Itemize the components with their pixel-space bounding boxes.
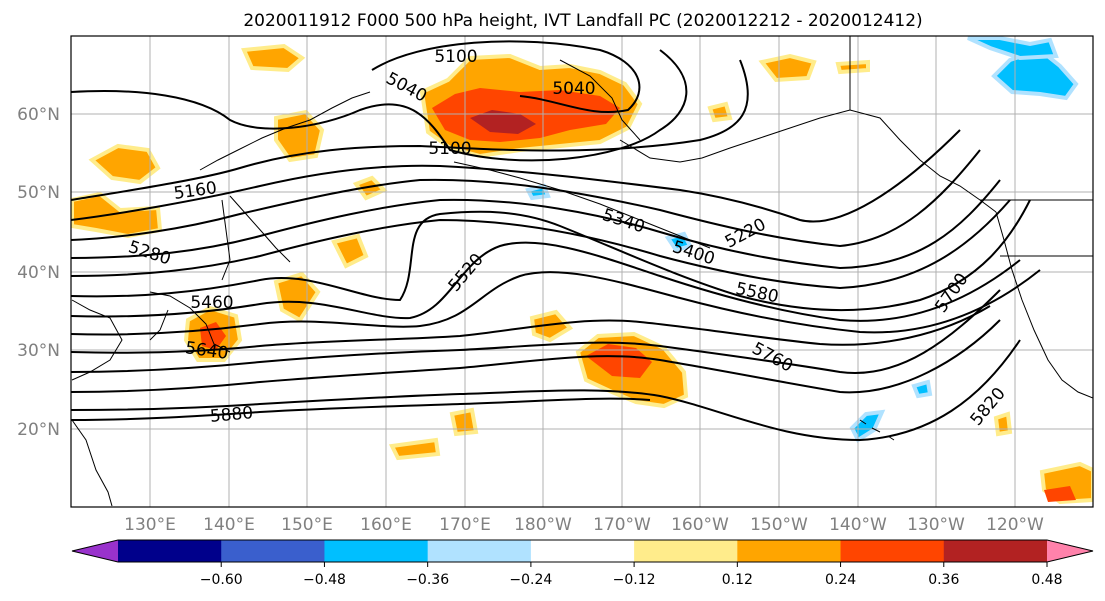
colorbar-segment: [634, 540, 738, 562]
coast-japan: [149, 291, 231, 353]
lon-label: 130°E: [124, 515, 176, 535]
contour-5820: [71, 339, 1021, 442]
contour-label: 5460: [190, 293, 233, 313]
lon-label: 170°W: [593, 515, 651, 535]
shade-orange-mid-2: [331, 233, 369, 269]
colorbar-outline: [71, 539, 1094, 563]
lon-label: 170°E: [439, 515, 491, 535]
shade-orange-kamchatka: [274, 109, 325, 163]
contour-label: 5040: [552, 79, 595, 99]
ivt-shading: [71, 36, 1093, 505]
shade-orange-siberia-1: [88, 143, 161, 185]
coast-alaska: [619, 109, 997, 213]
lat-label: 30°N: [17, 341, 60, 361]
coast-na-west: [995, 211, 1093, 399]
colorbar-tick-label: −0.36: [406, 572, 449, 588]
figure-title: 2020011912 F000 500 hPa height, IVT Land…: [243, 11, 922, 31]
colorbar-tick-label: −0.48: [303, 572, 346, 588]
shade-orange-mid-4: [388, 437, 441, 461]
coast-sakhalin: [221, 199, 231, 281]
colorbar-segment: [221, 540, 325, 562]
height-contours: [71, 40, 1041, 442]
colorbar-segment: [118, 540, 222, 562]
contour-5880: [71, 397, 651, 421]
lon-label: 140°W: [829, 515, 887, 535]
contour-label: 5100: [428, 139, 471, 159]
contour-5700: [71, 289, 1001, 374]
shade-orange-siberia-2: [71, 191, 163, 239]
latitude-labels: 60°N 50°N 40°N 30°N 20°N: [17, 105, 60, 440]
contour-label: 5880: [209, 403, 254, 427]
colorbar-segment: [427, 540, 532, 562]
lon-label: 130°W: [907, 515, 965, 535]
contour-5040: [371, 40, 641, 114]
contour-5520: [71, 241, 1021, 322]
coast-aleutians: [453, 161, 711, 249]
shade-red-east-2: [1044, 486, 1076, 502]
colorbar-segment: [840, 540, 945, 562]
lon-label: 180°W: [514, 515, 572, 535]
colorbar-tick-label: 0.48: [1031, 572, 1062, 588]
gridlines: [71, 36, 1093, 507]
colorbar: −0.60 −0.48 −0.36 −0.24 −0.12 0.12 0.24 0.36 0.4…: [71, 539, 1094, 588]
lon-label: 150°W: [750, 515, 808, 535]
contour-5340: [71, 179, 1001, 270]
contour-5160: [71, 59, 749, 201]
contour-5460: [71, 199, 1031, 312]
shade-orange-mid-5: [449, 407, 479, 437]
contour-5760: [71, 319, 1001, 394]
shade-orange-east-6: [707, 101, 733, 123]
contour-5640: [71, 305, 991, 354]
shade-blue-arctic-top: [967, 36, 1059, 61]
longitude-labels: 130°E 140°E 150°E 160°E 170°E 180°W 170°…: [124, 515, 1044, 535]
lat-label: 60°N: [17, 105, 60, 125]
lat-label: 40°N: [17, 263, 60, 283]
lon-label: 160°W: [671, 515, 729, 535]
shade-orange-east-4: [993, 411, 1013, 437]
map-panel: 5100 5040 5040 5100 5160 5280 5340 5220 …: [17, 35, 1094, 535]
shade-orange-east-5: [835, 59, 870, 75]
colorbar-segment: [737, 540, 842, 562]
shade-orange-arctic: [241, 43, 306, 73]
colorbar-extend-min: [72, 540, 118, 562]
lon-label: 150°E: [281, 515, 333, 535]
shade-orange-mid-3: [529, 309, 574, 343]
shade-blue-hawaii: [849, 409, 886, 443]
shade-red-north-pacific: [432, 88, 620, 142]
contour-5400: [71, 199, 1011, 290]
shade-darkred-north-pacific: [470, 110, 536, 134]
colorbar-tick-label: −0.12: [613, 572, 656, 588]
colorbar-tick-label: 0.36: [928, 572, 959, 588]
border-canada-us: [849, 36, 1093, 257]
colorbar-segment: [943, 540, 1048, 562]
contour-5580: [71, 269, 1041, 336]
colorbar-segment: [324, 540, 429, 562]
shade-orange-east-3: [352, 175, 388, 201]
colorbar-tick-label: 0.24: [825, 572, 856, 588]
coastlines: [71, 36, 1093, 507]
colorbar-extend-max: [1047, 540, 1093, 562]
shade-blue-pacific-2: [911, 379, 933, 399]
contour-label: 5100: [434, 47, 477, 67]
lon-label: 140°E: [203, 515, 255, 535]
lon-label: 160°E: [360, 515, 412, 535]
contour-5220: [71, 129, 961, 223]
lon-label: 120°W: [986, 515, 1044, 535]
shade-orange-east-1: [758, 53, 817, 83]
map-frame: [70, 35, 1094, 508]
lat-label: 50°N: [17, 183, 60, 203]
shade-red-subtropical: [586, 344, 652, 378]
coast-kuril: [229, 195, 291, 263]
colorbar-tick-label: 0.12: [722, 572, 753, 588]
contour-5280: [71, 149, 981, 248]
colorbar-tick-label: −0.60: [200, 572, 243, 588]
lat-label: 20°N: [17, 420, 60, 440]
coast-bering: [559, 59, 641, 141]
contour-5100: [71, 49, 688, 162]
colorbar-tick-label: −0.24: [509, 572, 552, 588]
colorbar-segment: [530, 540, 635, 562]
